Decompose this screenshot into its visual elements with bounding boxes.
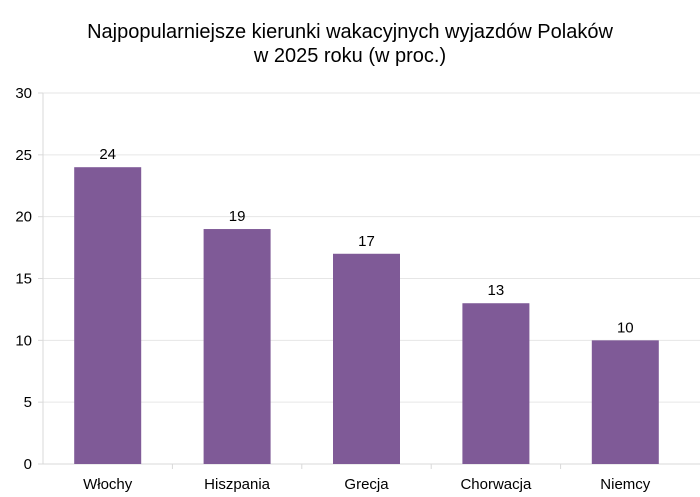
category-label: Niemcy <box>600 476 651 493</box>
category-label: Włochy <box>83 476 133 493</box>
data-label: 19 <box>229 208 246 225</box>
category-labels: Włochy Hiszpania Grecja Chorwacja Niemcy <box>83 476 651 493</box>
chart-title-line-1: Najpopularniejsze kierunki wakacyjnych w… <box>87 21 613 43</box>
y-tick-label: 10 <box>15 332 32 349</box>
bar <box>462 303 530 464</box>
category-label: Chorwacja <box>460 476 532 493</box>
chart-title-line-2: w 2025 roku (w proc.) <box>253 45 447 67</box>
category-label: Hiszpania <box>204 476 271 493</box>
bar <box>333 253 400 464</box>
y-tick-label: 20 <box>15 209 32 226</box>
data-label: 17 <box>358 233 375 250</box>
data-label: 24 <box>99 146 116 163</box>
bar <box>74 167 142 464</box>
y-tick-label: 15 <box>15 271 32 288</box>
y-tick-label: 5 <box>24 394 32 411</box>
data-label: 10 <box>617 319 634 336</box>
y-tick-label: 25 <box>15 147 32 164</box>
data-labels: 24 19 17 13 10 <box>99 146 633 336</box>
bars <box>74 167 659 464</box>
chart-title: Najpopularniejsze kierunki wakacyjnych w… <box>0 20 700 68</box>
y-tick-label: 0 <box>24 456 32 473</box>
bar <box>203 229 271 464</box>
y-tick-labels: 0 5 10 15 20 25 30 <box>15 85 32 473</box>
data-label: 13 <box>488 282 505 299</box>
bar <box>591 340 659 464</box>
category-label: Grecja <box>344 476 389 493</box>
y-tick-label: 30 <box>15 85 32 102</box>
